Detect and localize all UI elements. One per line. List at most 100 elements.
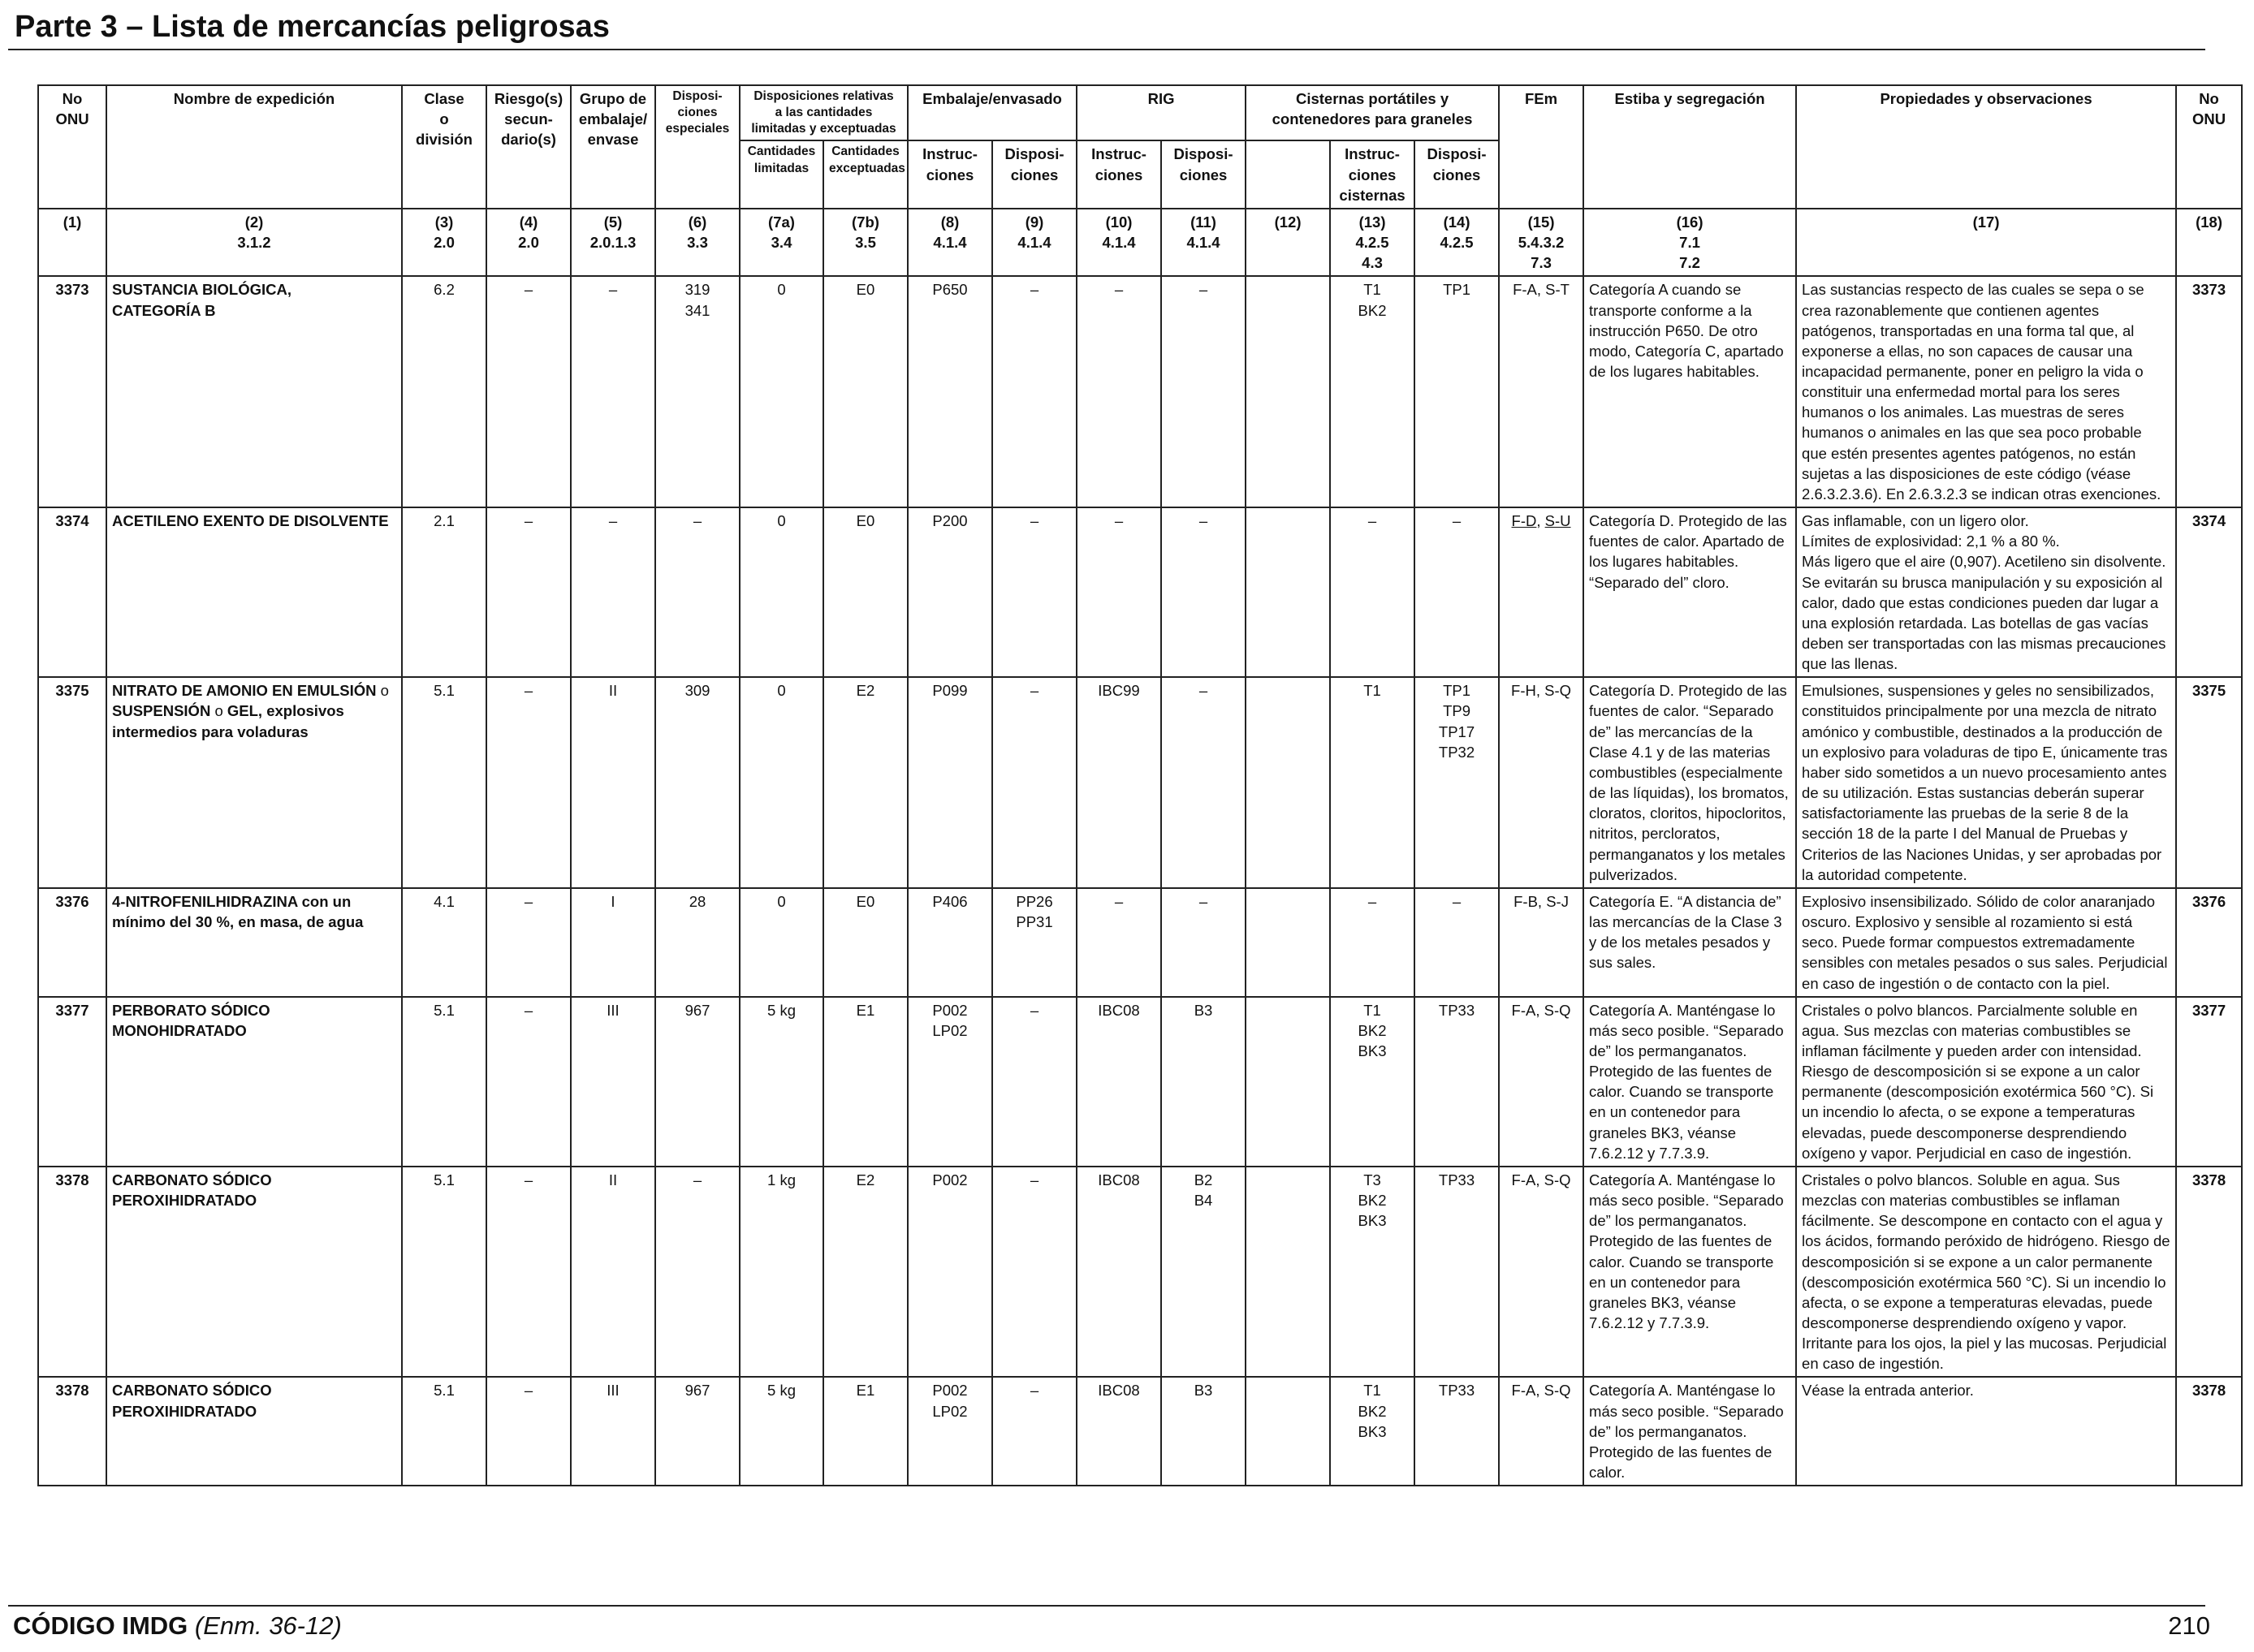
column-12	[1245, 1376, 1332, 1487]
cantidades-exceptuadas: E0	[823, 275, 909, 509]
column-number: (14) 4.2.5	[1414, 207, 1501, 278]
cisternas-disposiciones: TP33	[1414, 1376, 1501, 1487]
riesgo-secundario: –	[486, 275, 572, 509]
cantidades-exceptuadas: E1	[823, 1376, 909, 1487]
cisternas-disposiciones: –	[1414, 507, 1501, 679]
table-row: 3374 ACETILENO EXENTO DE DISOLVENTE 2.1– – –…	[37, 507, 2243, 679]
clase: 5.1	[401, 995, 487, 1167]
header-rig: RIG	[1076, 84, 1247, 142]
fem: F-A, S-Q	[1498, 995, 1585, 1167]
fem: F-A, S-T	[1498, 275, 1585, 509]
header-nombre: Nombre de expedición	[106, 84, 403, 209]
shipping-name: NITRATO DE AMONIO EN EMULSIÓN o SUSPENSI…	[106, 676, 403, 889]
cantidades-exceptuadas: E0	[823, 886, 909, 998]
page-number: 210	[2168, 1611, 2210, 1640]
column-number: (17)	[1795, 207, 2178, 278]
grupo-embalaje: II	[570, 1165, 656, 1378]
grupo-embalaje: –	[570, 507, 656, 679]
header-cisternas-instrucciones: Instruc-ciones cisternas	[1329, 140, 1416, 209]
cantidades-exceptuadas: E2	[823, 1165, 909, 1378]
clase: 6.2	[401, 275, 487, 509]
cantidades-limitadas: 1 kg	[739, 1165, 824, 1378]
estiba-segregacion: Categoría A. Manténgase lo más seco posi…	[1583, 1165, 1798, 1378]
clase: 5.1	[401, 1165, 487, 1378]
rig-instrucciones: –	[1076, 507, 1163, 679]
rig-instrucciones: IBC99	[1076, 676, 1163, 889]
embalaje-instrucciones: P002	[907, 1165, 993, 1378]
riesgo-secundario: –	[486, 886, 572, 998]
header-rig-instrucciones: Instruc-ciones	[1076, 140, 1163, 209]
cisternas-instrucciones: T3 BK2 BK3	[1329, 1165, 1416, 1378]
un-number: 3378	[37, 1165, 107, 1378]
estiba-segregacion: Categoría D. Protegido de las fuentes de…	[1583, 676, 1798, 889]
cisternas-instrucciones: T1 BK2 BK3	[1329, 995, 1416, 1167]
cisternas-instrucciones: T1 BK2 BK3	[1329, 1376, 1416, 1487]
column-12	[1245, 507, 1332, 679]
cantidades-limitadas: 5 kg	[739, 1376, 824, 1487]
rig-instrucciones: IBC08	[1076, 995, 1163, 1167]
grupo-embalaje: II	[570, 676, 656, 889]
cantidades-exceptuadas: E2	[823, 676, 909, 889]
cantidades-limitadas: 0	[739, 676, 824, 889]
cantidades-exceptuadas: E1	[823, 995, 909, 1167]
column-number: (7a) 3.4	[739, 207, 824, 278]
embalaje-disposiciones: –	[991, 507, 1078, 679]
un-number: 3376	[37, 886, 107, 998]
title-rule	[8, 49, 2205, 50]
footer-code: CÓDIGO IMDG (Enm. 36-12)	[13, 1611, 342, 1641]
footer-rule	[8, 1605, 2205, 1607]
embalaje-instrucciones: P002 LP02	[907, 1376, 993, 1487]
header-riesgo: Riesgo(s) secun-dario(s)	[486, 84, 572, 209]
un-number: 3375	[37, 676, 107, 889]
table-body: 3373 SUSTANCIA BIOLÓGICA, CATEGORÍA B 6.2– –…	[37, 275, 2243, 1487]
fem: F-D, S-U	[1498, 507, 1585, 679]
column-12	[1245, 995, 1332, 1167]
footer-amendment: (Enm. 36-12)	[194, 1611, 342, 1640]
cantidades-exceptuadas: E0	[823, 507, 909, 679]
grupo-embalaje: –	[570, 275, 656, 509]
table-row: 3373 SUSTANCIA BIOLÓGICA, CATEGORÍA B 6.2– –…	[37, 275, 2243, 509]
shipping-name: CARBONATO SÓDICO PEROXIHIDRATADO	[106, 1165, 403, 1378]
column-number: (10) 4.1.4	[1076, 207, 1163, 278]
column-number-row: (1) (2) 3.1.2 (3) 2.0 (4) 2.0 (5) 2.0.1.3 (6) 3.3(…	[37, 207, 2243, 278]
rig-disposiciones: –	[1160, 886, 1247, 998]
rig-instrucciones: –	[1076, 275, 1163, 509]
estiba-segregacion: Categoría A. Manténgase lo más seco posi…	[1583, 995, 1798, 1167]
grupo-embalaje: III	[570, 1376, 656, 1487]
rig-disposiciones: B2 B4	[1160, 1165, 1247, 1378]
un-number: 3378	[37, 1376, 107, 1487]
un-number-right: 3377	[2175, 995, 2243, 1167]
rig-disposiciones: –	[1160, 507, 1247, 679]
clase: 2.1	[401, 507, 487, 679]
shipping-name: ACETILENO EXENTO DE DISOLVENTE	[106, 507, 403, 679]
embalaje-disposiciones: PP26 PP31	[991, 886, 1078, 998]
column-number: (12)	[1245, 207, 1332, 278]
column-number: (2) 3.1.2	[106, 207, 403, 278]
grupo-embalaje: I	[570, 886, 656, 998]
column-number: (8) 4.1.4	[907, 207, 993, 278]
cisternas-instrucciones: –	[1329, 507, 1416, 679]
rig-instrucciones: IBC08	[1076, 1165, 1163, 1378]
clase: 5.1	[401, 676, 487, 889]
disposiciones-especiales: –	[654, 1165, 741, 1378]
header-fem: FEm	[1498, 84, 1585, 209]
header-no-onu: No ONU	[37, 84, 107, 209]
header-row-1: No ONU Nombre de expedición Clase o divisi…	[37, 84, 2243, 209]
embalaje-instrucciones: P406	[907, 886, 993, 998]
rig-instrucciones: IBC08	[1076, 1376, 1163, 1487]
fem: F-B, S-J	[1498, 886, 1585, 998]
propiedades-observaciones: Gas inflamable, con un ligero olor. Límit…	[1795, 507, 2178, 679]
column-12	[1245, 1165, 1332, 1378]
propiedades-observaciones: Emulsiones, suspensiones y geles no sens…	[1795, 676, 2178, 889]
cantidades-limitadas: 5 kg	[739, 995, 824, 1167]
header-row-2: Cantidades limitadas Cantidades exceptuada…	[38, 140, 2242, 209]
embalaje-disposiciones: –	[991, 1165, 1078, 1378]
riesgo-secundario: –	[486, 676, 572, 889]
header-clase: Clase o división	[401, 84, 487, 209]
riesgo-secundario: –	[486, 507, 572, 679]
estiba-segregacion: Categoría A cuando se transporte conform…	[1583, 275, 1798, 509]
shipping-name: 4-NITROFENILHIDRAZINA con un mínimo del …	[106, 886, 403, 998]
cisternas-disposiciones: TP1	[1414, 275, 1501, 509]
header-propiedades: Propiedades y observaciones	[1795, 84, 2178, 209]
rig-disposiciones: –	[1160, 275, 1247, 509]
